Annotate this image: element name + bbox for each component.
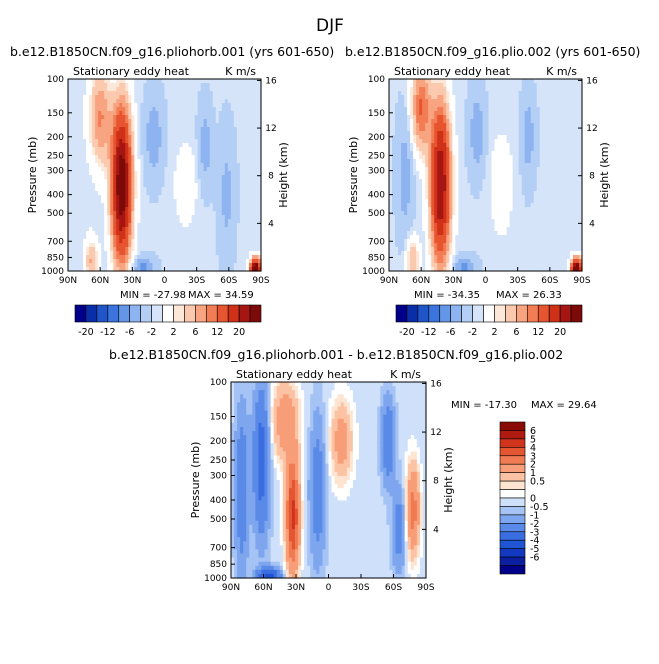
- y-tick-label: 850: [47, 253, 64, 263]
- y-axis-label: Pressure (mb): [26, 137, 39, 214]
- panel-1: b.e12.B1850CN.f09_g16.pliohorb.001 (yrs …: [10, 44, 334, 301]
- y-right-axis-label: Height (km): [277, 142, 290, 208]
- panel-subtitle-right: K m/s: [225, 65, 256, 78]
- y-tick-label: 300: [47, 167, 64, 177]
- max-label: MAX = 34.59: [188, 290, 254, 301]
- x-tick-label: 90N: [59, 276, 77, 286]
- panel-subtitle-left: Stationary eddy heat: [394, 65, 511, 78]
- panel-subtitle-right: K m/s: [546, 65, 577, 78]
- y-tick-label: 200: [47, 133, 64, 143]
- y-tick-label: 100: [47, 75, 64, 85]
- y-right-tick-label: 4: [268, 219, 274, 229]
- y-tick-label: 700: [47, 237, 64, 247]
- y-right-tick-label: 8: [268, 172, 274, 182]
- x-tick-label: 0: [162, 276, 168, 286]
- y-tick-label: 500: [47, 209, 64, 219]
- y-right-tick-label: 16: [265, 76, 277, 86]
- x-tick-label: 30S: [188, 276, 205, 286]
- x-tick-label: 60S: [220, 276, 237, 286]
- x-tick-label: 30N: [123, 276, 141, 286]
- y-right-tick-label: 12: [265, 124, 276, 134]
- x-tick-label: 90S: [252, 276, 269, 286]
- panel-title: b.e12.B1850CN.f09_g16.pliohorb.001 (yrs …: [10, 44, 334, 59]
- y-tick-label: 250: [47, 151, 64, 161]
- panel-title: b.e12.B1850CN.f09_g16.plio.002 (yrs 601-…: [345, 44, 640, 59]
- contour-field: [389, 79, 583, 272]
- y-tick-label: 400: [47, 191, 64, 201]
- figure-title: DJF: [316, 16, 344, 36]
- panel-subtitle-left: Stationary eddy heat: [73, 65, 190, 78]
- min-label: MIN = -27.98: [120, 290, 186, 301]
- x-tick-label: 60N: [91, 276, 109, 286]
- y-tick-label: 150: [47, 109, 64, 119]
- contour-field: [68, 79, 262, 272]
- panel-2: b.e12.B1850CN.f09_g16.plio.002 (yrs 601-…: [345, 44, 640, 301]
